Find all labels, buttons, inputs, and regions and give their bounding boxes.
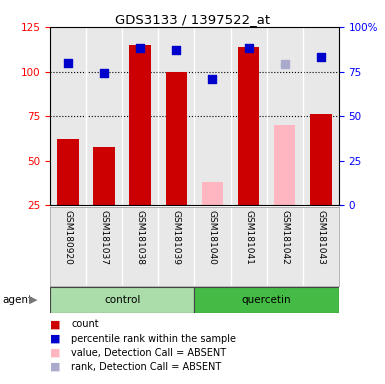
Text: quercetin: quercetin <box>242 295 291 305</box>
Bar <box>94 147 115 205</box>
Text: control: control <box>104 295 141 305</box>
Bar <box>202 182 223 205</box>
Bar <box>238 46 259 205</box>
Point <box>173 47 179 53</box>
Bar <box>57 139 79 205</box>
Text: count: count <box>71 319 99 329</box>
Text: agent: agent <box>2 295 32 305</box>
Text: ■: ■ <box>50 348 60 358</box>
Point <box>246 45 252 51</box>
Bar <box>166 71 187 205</box>
Text: ■: ■ <box>50 319 60 329</box>
Text: ■: ■ <box>50 362 60 372</box>
Bar <box>274 125 296 205</box>
Text: GSM180920: GSM180920 <box>64 210 73 265</box>
Text: rank, Detection Call = ABSENT: rank, Detection Call = ABSENT <box>71 362 221 372</box>
Text: GDS3133 / 1397522_at: GDS3133 / 1397522_at <box>115 13 270 26</box>
Bar <box>50 287 194 313</box>
Text: GSM181042: GSM181042 <box>280 210 289 265</box>
Text: ▶: ▶ <box>28 295 37 305</box>
Text: GSM181043: GSM181043 <box>316 210 325 265</box>
Point <box>65 60 71 66</box>
Bar <box>310 114 331 205</box>
Text: GSM181040: GSM181040 <box>208 210 217 265</box>
Bar <box>129 45 151 205</box>
Text: GSM181041: GSM181041 <box>244 210 253 265</box>
Text: GSM181038: GSM181038 <box>136 210 145 265</box>
Point <box>318 54 324 60</box>
Point <box>209 76 216 82</box>
Text: GSM181039: GSM181039 <box>172 210 181 265</box>
Point <box>101 70 107 76</box>
Point <box>137 45 143 51</box>
Text: value, Detection Call = ABSENT: value, Detection Call = ABSENT <box>71 348 226 358</box>
Point <box>281 61 288 68</box>
Bar <box>194 287 339 313</box>
Text: ■: ■ <box>50 334 60 344</box>
Text: GSM181037: GSM181037 <box>100 210 109 265</box>
Text: percentile rank within the sample: percentile rank within the sample <box>71 334 236 344</box>
